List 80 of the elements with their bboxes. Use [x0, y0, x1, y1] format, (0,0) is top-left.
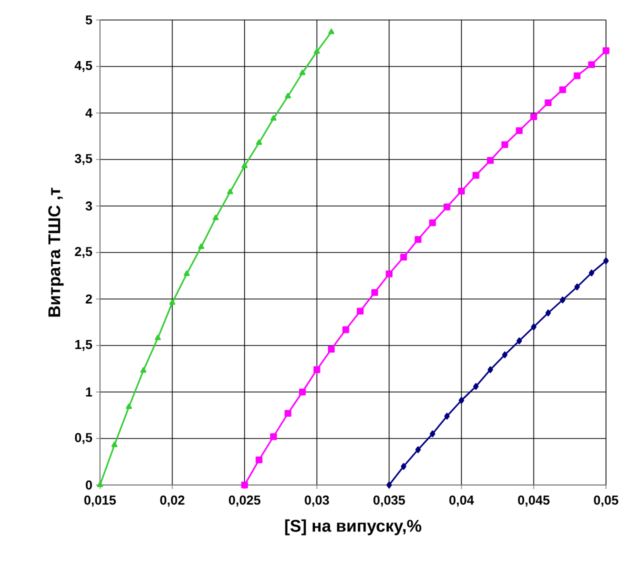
point: [256, 139, 262, 145]
point: [284, 92, 291, 98]
y-tick-label: 0,5: [74, 432, 92, 444]
y-tick-label: 1: [86, 388, 92, 396]
y-tick-label: 3: [86, 201, 92, 211]
y-tick-label: 2: [86, 294, 92, 304]
point: [299, 388, 306, 396]
point: [444, 204, 450, 210]
x-tick-label: 0,05: [594, 496, 618, 507]
point: [472, 172, 480, 179]
point: [414, 236, 422, 243]
point: [429, 219, 436, 226]
point: [473, 383, 479, 390]
point: [256, 456, 262, 464]
y-axis-title: Витрата ТШС ,т: [48, 188, 64, 317]
point: [154, 334, 161, 340]
point: [458, 396, 464, 404]
point: [328, 28, 334, 34]
point: [559, 86, 566, 94]
point: [242, 162, 248, 168]
point: [516, 127, 523, 134]
point: [560, 296, 566, 304]
x-tick-label: 0,04: [449, 496, 474, 507]
point: [574, 284, 580, 290]
point: [198, 244, 204, 250]
point: [602, 47, 610, 54]
y-tick-label: 1,5: [75, 340, 92, 351]
point: [502, 351, 508, 358]
x-tick-label: 0,035: [373, 496, 405, 507]
y-tick-label: 3,5: [74, 154, 92, 166]
point: [458, 188, 465, 195]
point: [488, 366, 494, 374]
y-tick-label: 0: [86, 480, 92, 490]
point: [299, 70, 306, 76]
point: [111, 442, 118, 448]
point: [328, 346, 335, 353]
x-tick-label: 0,03: [304, 496, 329, 507]
point: [574, 72, 580, 80]
point: [314, 48, 320, 54]
y-tick-label: 5: [86, 15, 92, 25]
point: [241, 482, 248, 488]
y-tick-label: 4,5: [74, 61, 92, 72]
point: [140, 367, 146, 373]
point: [588, 61, 595, 68]
point: [270, 115, 277, 121]
point: [313, 366, 320, 374]
x-tick-label: 0,015: [84, 496, 116, 507]
point: [169, 299, 176, 305]
point: [270, 433, 277, 440]
point: [386, 270, 393, 278]
point: [444, 412, 450, 420]
point: [516, 337, 522, 344]
point: [544, 99, 552, 106]
point: [486, 157, 494, 164]
point: [342, 326, 350, 334]
point: [212, 214, 219, 220]
point: [545, 310, 551, 316]
x-tick-label: 0,025: [228, 496, 260, 507]
point: [284, 410, 292, 417]
point: [415, 446, 421, 454]
point: [588, 270, 594, 276]
y-tick-label: 2,5: [74, 246, 92, 258]
x-tick-label: 0,045: [518, 496, 550, 507]
point: [227, 188, 234, 194]
point: [356, 308, 364, 314]
point: [530, 113, 538, 120]
x-tick-label: 0,02: [160, 496, 184, 507]
point: [386, 482, 392, 488]
point: [400, 463, 406, 470]
point: [371, 289, 378, 296]
point: [603, 257, 609, 264]
point: [430, 430, 436, 438]
point: [96, 482, 104, 488]
point: [501, 141, 508, 148]
x-axis-title: [S] на випуску,%: [285, 519, 422, 536]
y-tick-label: 4: [85, 108, 92, 118]
point: [400, 254, 407, 261]
point: [530, 324, 536, 330]
point: [126, 403, 132, 409]
point: [184, 270, 190, 276]
